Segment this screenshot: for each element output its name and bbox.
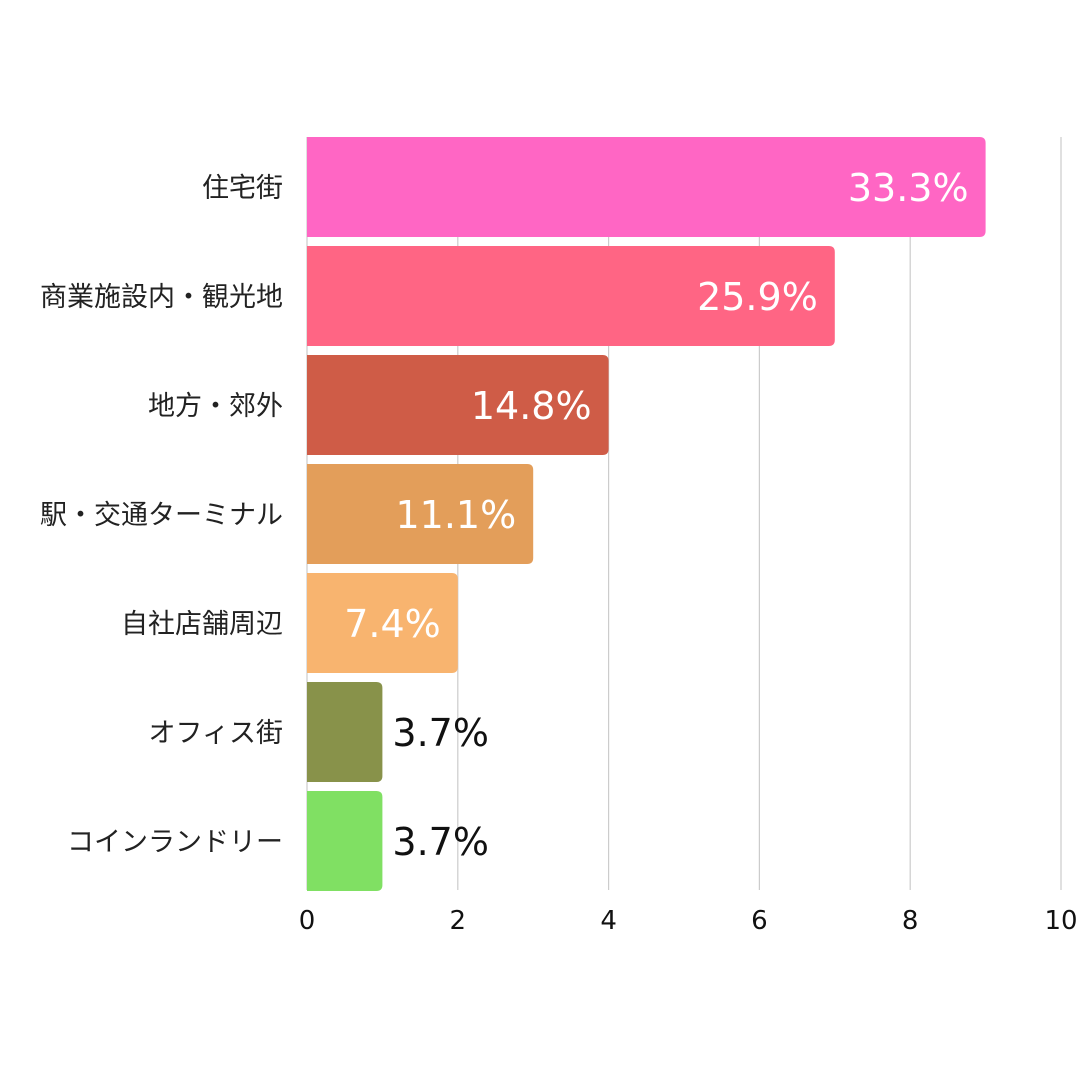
data-label: 25.9%	[697, 275, 818, 319]
category-label: オフィス街	[149, 718, 283, 749]
data-label: 14.8%	[471, 384, 592, 428]
data-label: 3.7%	[392, 820, 489, 864]
category-label: 自社店舗周辺	[121, 609, 283, 640]
x-tick-label: 10	[1044, 906, 1077, 936]
category-label: 地方・郊外	[148, 391, 283, 422]
category-label: 商業施設内・観光地	[40, 282, 283, 313]
data-label: 3.7%	[392, 711, 489, 755]
bar-4	[307, 464, 534, 564]
x-tick-label: 2	[450, 906, 467, 936]
data-label: 11.1%	[395, 493, 516, 537]
category-labels: 住宅街商業施設内・観光地地方・郊外駅・交通ターミナル自社店舗周辺オフィス街コイン…	[40, 173, 283, 858]
bar-5	[307, 573, 458, 673]
bar-2	[307, 246, 835, 346]
bar-3	[307, 355, 609, 455]
data-label: 7.4%	[344, 602, 441, 646]
category-label: 駅・交通ターミナル	[40, 500, 283, 531]
x-tick-label: 8	[902, 906, 919, 936]
data-label: 33.3%	[848, 166, 969, 210]
bar-1	[307, 137, 986, 237]
category-label: 住宅街	[202, 173, 283, 204]
bars	[307, 137, 986, 891]
data-labels: 33.3% 25.9% 14.8% 11.1% 7.4% 3.7% 3.7%	[344, 166, 968, 864]
x-tick-label: 0	[299, 906, 316, 936]
bar-6	[307, 682, 383, 782]
x-tick-label: 6	[751, 906, 768, 936]
category-label: コインランドリー	[67, 827, 283, 858]
x-tick-label: 4	[600, 906, 617, 936]
x-axis-ticks: 0 2 4 6 8 10	[299, 906, 1078, 936]
bar-7	[307, 791, 383, 891]
